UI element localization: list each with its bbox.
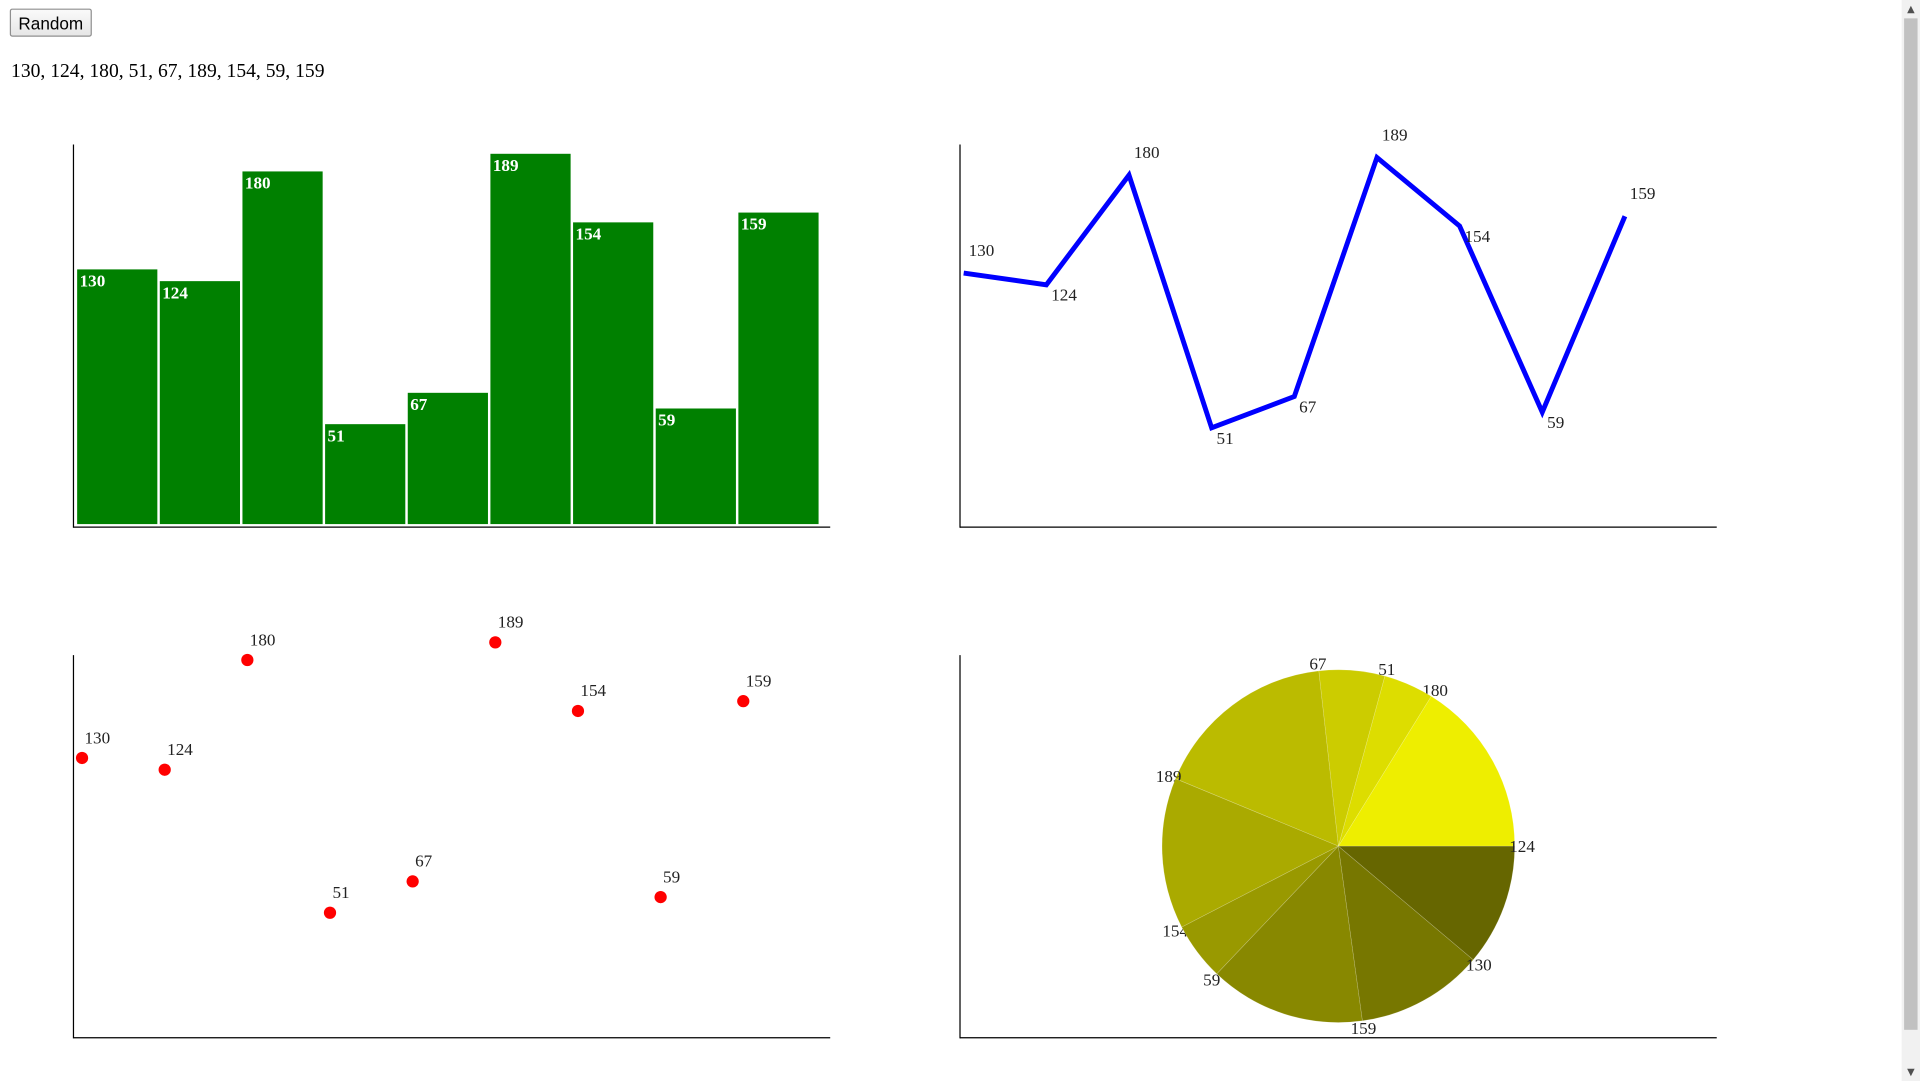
scatter-point-label: 124 bbox=[167, 740, 193, 759]
pie-slice-label: 124 bbox=[1509, 837, 1535, 856]
pie-slice-label: 159 bbox=[1351, 1019, 1377, 1038]
pie-slice-label: 67 bbox=[1309, 655, 1327, 674]
scatter-point bbox=[323, 906, 337, 919]
bar bbox=[738, 212, 819, 525]
bar bbox=[242, 171, 323, 525]
scatter-point-label: 159 bbox=[746, 671, 772, 690]
pie-slice bbox=[1216, 845, 1363, 1023]
scatter-point-label: 180 bbox=[250, 630, 276, 649]
bar-value-label: 130 bbox=[80, 272, 106, 291]
bar bbox=[159, 281, 241, 525]
line-series bbox=[963, 153, 1628, 432]
bar bbox=[407, 392, 488, 525]
bar bbox=[490, 153, 571, 525]
scatter-point bbox=[737, 695, 750, 708]
scrollbar-thumb[interactable] bbox=[1904, 18, 1918, 1030]
scatter-point bbox=[571, 704, 585, 718]
line-point-label: 59 bbox=[1547, 413, 1564, 432]
line-point-label: 51 bbox=[1217, 429, 1234, 448]
bar-value-label: 59 bbox=[658, 411, 675, 430]
pie-slice-label: 51 bbox=[1378, 660, 1395, 679]
line-point-label: 67 bbox=[1299, 397, 1317, 416]
values-text: 130, 124, 180, 51, 67, 189, 154, 59, 159 bbox=[11, 61, 325, 83]
line-point-label: 159 bbox=[1630, 184, 1656, 203]
pie-slice bbox=[1161, 778, 1340, 928]
scatter-point bbox=[241, 653, 254, 667]
scatter-point-label: 67 bbox=[415, 852, 433, 871]
pie-slice bbox=[1337, 845, 1516, 961]
line-point-label: 124 bbox=[1051, 286, 1077, 305]
bar-chart: 130 124 180 51 67 189 154 59 159 bbox=[72, 144, 831, 528]
bar-value-label: 180 bbox=[245, 174, 271, 193]
bar-value-label: 189 bbox=[493, 156, 519, 175]
bar bbox=[325, 424, 406, 525]
bar-value-label: 51 bbox=[328, 426, 345, 445]
pie-slice bbox=[1175, 670, 1339, 847]
pie-slice bbox=[1181, 845, 1339, 975]
bar bbox=[573, 222, 654, 525]
scroll-up-arrow-icon[interactable]: ▲ bbox=[1907, 3, 1915, 15]
pie-slice bbox=[1338, 675, 1432, 847]
pie-slice bbox=[1337, 845, 1474, 1022]
scatter-point-label: 59 bbox=[663, 867, 680, 886]
scatter-point bbox=[406, 875, 419, 888]
line-point-label: 189 bbox=[1382, 125, 1408, 144]
line-chart: 130 124 180 51 67 189 154 59 159 bbox=[959, 125, 1717, 528]
pie-slice bbox=[1337, 695, 1516, 847]
scatter-point-label: 189 bbox=[498, 613, 524, 632]
scatter-point bbox=[158, 763, 171, 776]
scroll-down-arrow-icon[interactable]: ▼ bbox=[1907, 1066, 1915, 1078]
scatter-point bbox=[75, 751, 89, 765]
scatter-point-label: 130 bbox=[84, 728, 110, 747]
vertical-scrollbar[interactable]: ▲ ▼ bbox=[1901, 0, 1920, 1081]
line-point-label: 154 bbox=[1465, 227, 1491, 246]
scatter-chart: 130 124 180 51 67 189 154 59 159 bbox=[72, 613, 831, 1039]
random-button[interactable]: Random bbox=[9, 8, 92, 37]
bar-value-label: 67 bbox=[410, 395, 428, 414]
scatter-point bbox=[489, 636, 502, 649]
bar bbox=[77, 269, 158, 525]
bar bbox=[655, 408, 736, 525]
pie-slice-label: 130 bbox=[1466, 956, 1492, 975]
scatter-point-label: 51 bbox=[332, 883, 349, 902]
pie-slice-label: 59 bbox=[1203, 970, 1220, 989]
scatter-point bbox=[654, 890, 667, 904]
bar-value-label: 124 bbox=[162, 283, 188, 302]
pie-slice bbox=[1318, 669, 1386, 847]
line-point-label: 130 bbox=[969, 241, 995, 260]
line-point-label: 180 bbox=[1134, 143, 1160, 162]
bar-value-label: 159 bbox=[741, 215, 767, 234]
scatter-point-label: 154 bbox=[580, 681, 606, 700]
pie-slice-label: 154 bbox=[1162, 922, 1188, 941]
bar-value-label: 154 bbox=[576, 225, 602, 244]
